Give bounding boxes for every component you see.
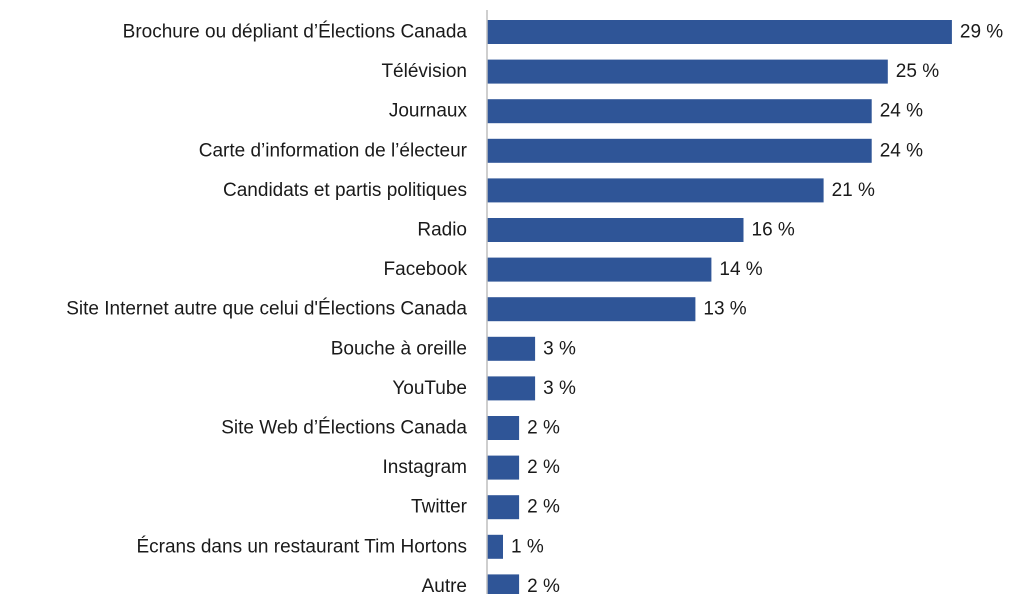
value-labels-layer: 29 %25 %24 %24 %21 %16 %14 %13 %3 %3 %2 … bbox=[511, 22, 1003, 597]
category-label: Candidats et partis politiques bbox=[223, 180, 467, 201]
bar bbox=[487, 297, 696, 322]
category-label: Site Web d’Élections Canada bbox=[221, 418, 467, 439]
value-label: 24 % bbox=[880, 101, 923, 122]
bar bbox=[487, 99, 872, 124]
category-label: Site Internet autre que celui d'Élection… bbox=[66, 299, 467, 320]
value-label: 25 % bbox=[896, 61, 939, 82]
bar bbox=[487, 20, 952, 44]
category-label: Écrans dans un restaurant Tim Hortons bbox=[136, 536, 467, 557]
category-label: Brochure ou dépliant d’Élections Canada bbox=[123, 22, 468, 43]
value-label: 29 % bbox=[960, 22, 1003, 43]
value-label: 2 % bbox=[527, 457, 560, 478]
bar bbox=[487, 257, 712, 282]
value-label: 21 % bbox=[832, 180, 875, 201]
category-label: Instagram bbox=[383, 457, 467, 478]
bar bbox=[487, 534, 503, 559]
category-label: Journaux bbox=[389, 101, 468, 122]
bars-layer bbox=[487, 20, 952, 599]
value-label: 2 % bbox=[527, 576, 560, 594]
bar bbox=[487, 218, 744, 242]
category-label: Télévision bbox=[381, 61, 467, 82]
category-label: Radio bbox=[417, 220, 467, 241]
category-label: Bouche à oreille bbox=[331, 338, 467, 359]
bar bbox=[487, 59, 888, 84]
value-label: 3 % bbox=[543, 378, 576, 399]
category-label: Twitter bbox=[411, 497, 468, 518]
value-label: 1 % bbox=[511, 536, 544, 557]
value-label: 14 % bbox=[719, 259, 762, 280]
category-label: YouTube bbox=[392, 378, 467, 399]
category-label: Facebook bbox=[384, 259, 468, 280]
value-label: 3 % bbox=[543, 338, 576, 359]
value-label: 2 % bbox=[527, 497, 560, 518]
bar bbox=[487, 455, 520, 480]
category-label: Carte d’information de l’électeur bbox=[199, 140, 468, 161]
category-label: Autre bbox=[422, 576, 467, 594]
bar bbox=[487, 376, 536, 401]
value-label: 16 % bbox=[752, 220, 795, 241]
bar bbox=[487, 138, 872, 163]
value-label: 24 % bbox=[880, 140, 923, 161]
bar bbox=[487, 336, 536, 361]
bar bbox=[487, 574, 520, 599]
bar bbox=[487, 178, 824, 203]
category-labels-layer: Brochure ou dépliant d’Élections Canada T… bbox=[66, 22, 468, 597]
bar bbox=[487, 495, 520, 520]
value-label: 2 % bbox=[527, 418, 560, 439]
bar bbox=[487, 416, 520, 440]
value-label: 13 % bbox=[703, 299, 746, 320]
